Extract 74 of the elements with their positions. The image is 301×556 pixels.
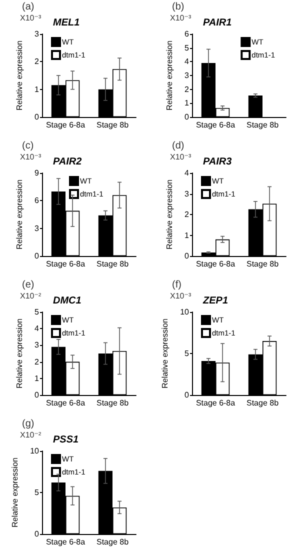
- x-tick-label: Stage 6-8a: [46, 120, 86, 130]
- text: X10⁻³: [20, 14, 42, 22]
- text: X10⁻³: [170, 292, 192, 300]
- chart-title: PAIR3: [203, 156, 232, 168]
- text: X10⁻³: [170, 152, 192, 162]
- chart-title: PSS1: [53, 434, 80, 446]
- x-tick-label: Stage 6-8a: [46, 398, 86, 408]
- y-tick-label: 4: [184, 57, 190, 66]
- y-tick-label: 4: [184, 168, 190, 178]
- text: X10⁻²: [20, 430, 42, 440]
- x-tick-label: Stage 6-8a: [196, 398, 236, 408]
- y-tick-label: 4: [34, 324, 40, 334]
- chart-title: ZEP1: [202, 296, 228, 306]
- y-tick-label: 0: [34, 112, 40, 122]
- y-tick-label: 0: [34, 252, 40, 260]
- text: X10⁻²: [20, 292, 42, 300]
- y-tick-label: 0: [184, 112, 190, 122]
- y-tick-label: 3: [34, 340, 40, 350]
- y-tick-label: 9: [34, 168, 40, 178]
- x-tick-label: Stage 6-8a: [196, 260, 236, 268]
- y-tick-label: 2: [184, 210, 190, 219]
- x-tick-label: Stage 8b: [246, 120, 280, 130]
- y-tick-label: 0: [184, 252, 190, 260]
- x-tick-label: Stage 6-8a: [46, 260, 86, 268]
- chart-title: PAIR2: [53, 156, 82, 168]
- y-tick-label: 6: [34, 196, 40, 206]
- text: (e): [22, 280, 34, 290]
- y-tick-label: 10: [30, 446, 40, 456]
- y-tick-label: 1: [34, 84, 40, 94]
- x-tick-label: Stage 8b: [246, 260, 280, 268]
- y-tick-label: 1: [34, 374, 40, 383]
- text: (g): [22, 418, 34, 430]
- y-tick-label: 5: [184, 43, 190, 52]
- y-tick-label: 1: [184, 230, 190, 240]
- chart-title: MEL1: [53, 18, 80, 28]
- y-tick-label: 3: [184, 71, 190, 80]
- y-tick-label: 5: [184, 349, 190, 358]
- y-tick-label: 3: [184, 189, 190, 198]
- y-tick-label: 2: [34, 57, 40, 66]
- text: (f): [172, 280, 182, 290]
- y-axis-title: Relative expression: [165, 40, 174, 110]
- chart-title: DMC1: [53, 296, 82, 306]
- y-axis-title: Relative expression: [15, 318, 24, 388]
- y-tick-label: 0: [34, 530, 40, 538]
- y-tick-label: 10: [180, 308, 190, 316]
- y-tick-label: 3: [34, 30, 40, 38]
- y-axis-title: Relative expression: [10, 458, 20, 528]
- text: (b): [172, 2, 184, 12]
- y-tick-label: 2: [184, 84, 190, 94]
- y-tick-label: 3: [34, 224, 40, 233]
- x-tick-label: Stage 6-8a: [46, 538, 86, 546]
- x-tick-label: Stage 8b: [96, 398, 130, 408]
- y-tick-label: 5: [34, 308, 40, 316]
- y-axis-title: Relative expression: [165, 180, 174, 250]
- x-tick-label: Stage 6-8a: [196, 120, 236, 130]
- text: X10⁻³: [20, 152, 42, 162]
- text: (c): [22, 140, 34, 152]
- y-tick-label: 2: [34, 357, 40, 366]
- text: (d): [172, 140, 184, 152]
- y-axis-title: Relative expression: [160, 318, 170, 388]
- x-tick-label: Stage 8b: [96, 120, 130, 130]
- y-tick-label: 6: [184, 30, 190, 38]
- y-axis-title: Relative expression: [15, 180, 24, 250]
- y-tick-label: 1: [184, 98, 190, 108]
- text: X10⁻³: [170, 14, 192, 22]
- x-tick-label: Stage 8b: [96, 538, 130, 546]
- x-tick-label: Stage 8b: [96, 260, 130, 268]
- x-tick-label: Stage 8b: [246, 398, 280, 408]
- text: (a): [22, 2, 34, 12]
- y-tick-label: 0: [184, 390, 190, 400]
- y-tick-label: 5: [34, 488, 40, 497]
- chart-title: PAIR1: [203, 18, 232, 28]
- y-axis-title: Relative expression: [15, 40, 24, 110]
- y-tick-label: 0: [34, 390, 40, 400]
